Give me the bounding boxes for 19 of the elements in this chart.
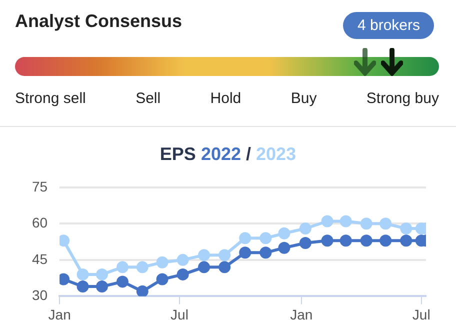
category-label: Sell <box>136 90 161 107</box>
y-tick-label: 60 <box>32 214 48 231</box>
y-tick-label: 30 <box>32 287 48 304</box>
x-tick-label: Jan <box>290 306 313 322</box>
text: / <box>245 144 252 164</box>
y-tick-label: 45 <box>32 250 48 267</box>
text: Analyst Consensus <box>15 11 182 32</box>
y-tick-label: 75 <box>32 178 48 194</box>
x-tick-label: Jul <box>412 306 430 322</box>
category-label: Strong sell <box>15 90 86 107</box>
x-tick-label: Jul <box>170 306 188 322</box>
category-label: Hold <box>210 90 242 107</box>
text: 2022 <box>200 144 241 164</box>
text: 4 brokers <box>343 12 434 39</box>
chart-title: EPS <box>160 144 197 164</box>
text: 2023 <box>256 144 296 164</box>
category-label: Buy <box>290 90 317 107</box>
category-label: Strong buy <box>366 90 439 107</box>
x-tick-label: Jan <box>48 306 71 322</box>
